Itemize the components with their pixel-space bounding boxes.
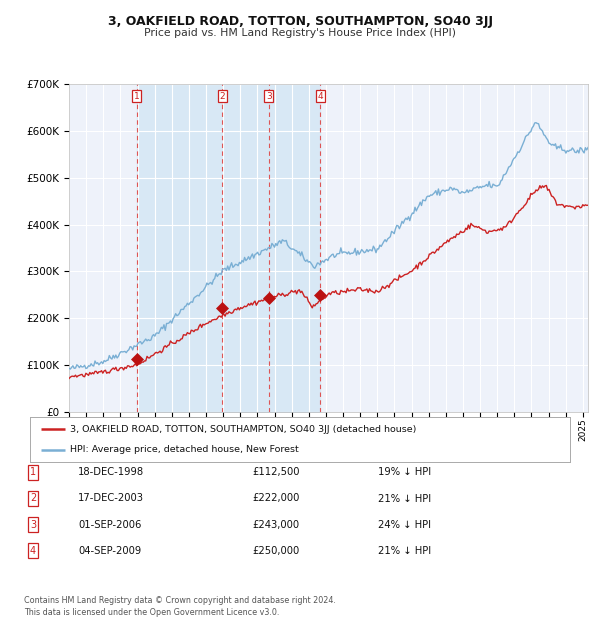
Text: 4: 4	[30, 546, 36, 556]
Text: 3: 3	[266, 92, 272, 100]
Text: HPI: Average price, detached house, New Forest: HPI: Average price, detached house, New …	[71, 445, 299, 454]
Text: 04-SEP-2009: 04-SEP-2009	[78, 546, 141, 556]
Text: 3, OAKFIELD ROAD, TOTTON, SOUTHAMPTON, SO40 3JJ: 3, OAKFIELD ROAD, TOTTON, SOUTHAMPTON, S…	[107, 16, 493, 29]
Text: 17-DEC-2003: 17-DEC-2003	[78, 494, 144, 503]
Text: 2: 2	[30, 494, 36, 503]
Text: 4: 4	[317, 92, 323, 100]
Text: 21% ↓ HPI: 21% ↓ HPI	[378, 546, 431, 556]
Text: 21% ↓ HPI: 21% ↓ HPI	[378, 494, 431, 503]
Text: 01-SEP-2006: 01-SEP-2006	[78, 520, 142, 529]
Text: 1: 1	[30, 467, 36, 477]
Text: 1: 1	[134, 92, 140, 100]
Text: £112,500: £112,500	[252, 467, 299, 477]
Text: £250,000: £250,000	[252, 546, 299, 556]
Text: 24% ↓ HPI: 24% ↓ HPI	[378, 520, 431, 529]
Text: Price paid vs. HM Land Registry's House Price Index (HPI): Price paid vs. HM Land Registry's House …	[144, 28, 456, 38]
Text: £222,000: £222,000	[252, 494, 299, 503]
Text: 2: 2	[220, 92, 225, 100]
Text: £243,000: £243,000	[252, 520, 299, 529]
Text: 18-DEC-1998: 18-DEC-1998	[78, 467, 144, 477]
Text: Contains HM Land Registry data © Crown copyright and database right 2024.
This d: Contains HM Land Registry data © Crown c…	[24, 596, 336, 617]
Text: 3: 3	[30, 520, 36, 529]
Text: 3, OAKFIELD ROAD, TOTTON, SOUTHAMPTON, SO40 3JJ (detached house): 3, OAKFIELD ROAD, TOTTON, SOUTHAMPTON, S…	[71, 425, 417, 434]
Text: 19% ↓ HPI: 19% ↓ HPI	[378, 467, 431, 477]
